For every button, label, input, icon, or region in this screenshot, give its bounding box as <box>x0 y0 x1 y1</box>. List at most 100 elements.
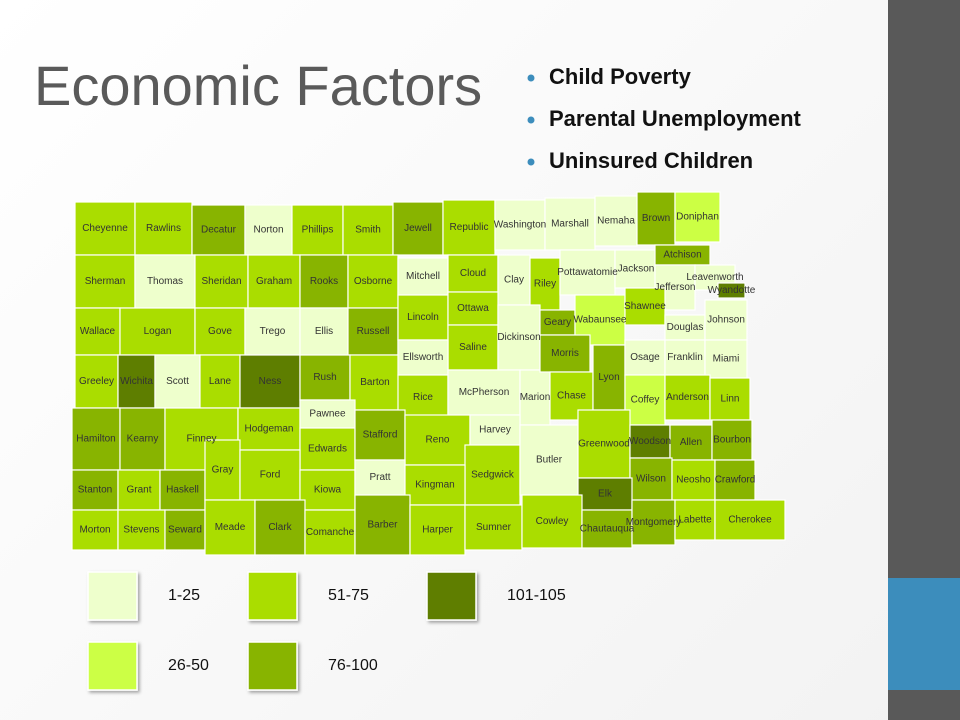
county <box>464 444 521 506</box>
county <box>494 199 546 251</box>
county <box>519 424 579 496</box>
county <box>624 287 666 326</box>
bullet-dot <box>527 158 535 166</box>
county-label: Cheyenne <box>82 223 128 234</box>
county-label: Morris <box>551 348 579 359</box>
slide-title: Economic Factors <box>34 54 482 117</box>
legend-swatch <box>247 641 298 691</box>
county-label: Decatur <box>201 225 237 236</box>
county <box>664 339 706 376</box>
county-label: Allen <box>680 437 702 448</box>
county <box>204 499 256 556</box>
bullet-list: Child Poverty Parental Unemployment Uninsu… <box>527 64 802 173</box>
county <box>194 307 246 356</box>
county <box>409 504 466 556</box>
county-label: Wabaunsee <box>574 315 627 326</box>
county <box>674 191 721 243</box>
county <box>581 509 633 549</box>
county-label: Saline <box>459 342 487 353</box>
county-label: Reno <box>426 435 450 446</box>
county-label: Stevens <box>123 525 159 536</box>
county-label: Cloud <box>460 268 486 279</box>
county-label: Wyandotte <box>708 285 756 296</box>
county <box>521 494 583 549</box>
county-label: Stanton <box>78 485 112 496</box>
county-label: Chase <box>557 391 586 402</box>
county-label: Ellsworth <box>403 352 444 363</box>
county <box>397 294 449 341</box>
county-label: Greeley <box>79 376 114 387</box>
county <box>404 464 466 506</box>
county-label: Neosho <box>676 475 711 486</box>
legend-label: 76-100 <box>328 657 378 674</box>
county <box>442 199 496 256</box>
bullet-dot <box>527 74 535 82</box>
county-label: Kearny <box>127 434 159 445</box>
county <box>74 201 136 256</box>
bullet-text: Child Poverty <box>549 64 692 89</box>
county-label: Osage <box>630 352 660 363</box>
legend-label: 101-105 <box>507 587 566 604</box>
county-label: Ellis <box>315 326 333 337</box>
county-label: Shawnee <box>624 301 666 312</box>
county-label: Morton <box>79 525 110 536</box>
county-label: Russell <box>357 326 390 337</box>
county-label: Seward <box>168 525 202 536</box>
county-label: Clay <box>504 275 524 286</box>
county-label: Logan <box>144 326 172 337</box>
county <box>664 374 711 421</box>
county-label: Republic <box>450 222 489 233</box>
county-label: Smith <box>355 225 381 236</box>
county <box>631 499 676 546</box>
bullet-text: Parental Unemployment <box>549 106 802 131</box>
county-label: Harvey <box>479 425 511 436</box>
county <box>714 499 786 541</box>
county <box>592 344 626 411</box>
county <box>354 409 406 461</box>
county-label: Hodgeman <box>245 424 294 435</box>
county-label: Chautauqua <box>580 524 635 535</box>
county <box>299 427 356 471</box>
county-label: Jefferson <box>655 282 696 293</box>
county <box>254 499 306 556</box>
county-label: Phillips <box>302 225 334 236</box>
county <box>191 204 246 256</box>
county-label: Gove <box>208 326 232 337</box>
county-label: Grant <box>126 485 151 496</box>
county <box>447 254 499 293</box>
county-label: Marion <box>520 392 551 403</box>
legend-swatch <box>426 571 477 621</box>
county-label: Sherman <box>85 276 126 287</box>
county <box>239 354 301 409</box>
county-label: Cherokee <box>728 515 772 526</box>
county-label: Kingman <box>415 480 454 491</box>
legend-label: 26-50 <box>168 657 209 674</box>
county <box>397 339 449 376</box>
county-label: Jewell <box>404 223 432 234</box>
county-label: Edwards <box>308 444 347 455</box>
county-label: Jackson <box>618 264 655 275</box>
county <box>714 459 756 501</box>
county <box>636 191 676 246</box>
county-label: Lane <box>209 376 232 387</box>
county <box>529 257 561 311</box>
county-label: Dickinson <box>497 332 540 343</box>
county-label: Meade <box>215 522 246 533</box>
county-label: Haskell <box>166 485 199 496</box>
county-label: Harper <box>422 525 453 536</box>
legend-swatch <box>87 641 138 691</box>
county-label: Barton <box>360 377 389 388</box>
county <box>519 369 551 426</box>
county-label: Scott <box>166 376 189 387</box>
county-label: Mitchell <box>406 271 440 282</box>
county-label: Lincoln <box>407 312 439 323</box>
county-label: Lyon <box>598 372 619 383</box>
legend-swatch <box>87 571 138 621</box>
county-label: Sedgwick <box>471 470 515 481</box>
county-label: Stafford <box>363 430 398 441</box>
county-label: Montgomery <box>626 517 682 528</box>
county-label: Barber <box>367 520 398 531</box>
county <box>134 201 193 256</box>
county <box>594 195 638 247</box>
